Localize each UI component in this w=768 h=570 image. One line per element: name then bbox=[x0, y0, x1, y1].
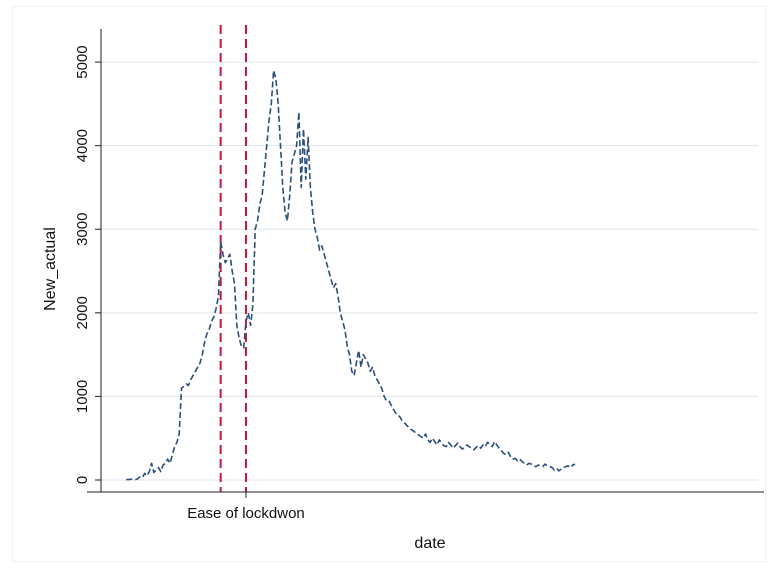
y-tick-label: 2000 bbox=[74, 296, 91, 329]
line-chart: 0 1000 2000 3000 4000 5000 Ease of lockdwon d… bbox=[42, 25, 764, 552]
axes bbox=[87, 29, 764, 493]
x-tick-label: Ease of lockdwon bbox=[187, 505, 305, 522]
y-tick-label: 5000 bbox=[74, 45, 91, 78]
reference-lines bbox=[219, 25, 247, 492]
y-ticks: 0 1000 2000 3000 4000 5000 bbox=[74, 45, 101, 484]
series-layer bbox=[126, 69, 576, 481]
y-tick-label: 0 bbox=[74, 476, 91, 484]
y-tick-label: 4000 bbox=[74, 129, 91, 162]
x-ticks: Ease of lockdwon bbox=[187, 492, 305, 522]
x-axis-title: date bbox=[414, 535, 445, 552]
chart-frame: 0 1000 2000 3000 4000 5000 Ease of lockdwon d… bbox=[12, 6, 766, 562]
series-line bbox=[126, 69, 576, 481]
y-tick-label: 3000 bbox=[74, 213, 91, 246]
y-axis-title: New_actual bbox=[42, 227, 59, 311]
y-tick-label: 1000 bbox=[74, 380, 91, 413]
gridlines bbox=[101, 61, 758, 481]
